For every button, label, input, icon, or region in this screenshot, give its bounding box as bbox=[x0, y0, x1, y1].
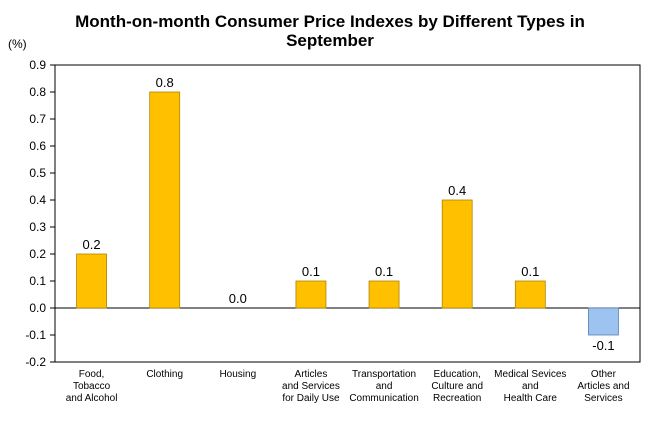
category-label: Other bbox=[591, 369, 617, 380]
y-tick-label: 0.8 bbox=[29, 85, 46, 99]
plot-area-frame bbox=[54, 64, 641, 363]
y-tick-label: 0.7 bbox=[29, 112, 46, 126]
category-label: Recreation bbox=[433, 393, 481, 404]
data-label: 0.8 bbox=[156, 75, 174, 90]
y-tick-label: -0.1 bbox=[25, 328, 46, 342]
data-label: -0.1 bbox=[592, 338, 614, 353]
category-label: Services bbox=[584, 393, 622, 404]
category-label: Tobacco bbox=[73, 381, 111, 392]
bar bbox=[514, 280, 546, 309]
category-label: Articles and bbox=[577, 381, 629, 392]
y-tick-label: 0.9 bbox=[29, 58, 46, 72]
data-label: 0.2 bbox=[83, 237, 101, 252]
y-tick-label: 0.0 bbox=[29, 301, 46, 315]
category-label: Culture and bbox=[431, 381, 483, 392]
bar bbox=[149, 91, 181, 309]
category-label: Housing bbox=[219, 369, 256, 380]
data-labels: 0.2 0.8 0.0 0.1 0.1 0.4 0.1 -0.1 bbox=[83, 75, 615, 353]
chart-title-line-2: September bbox=[286, 31, 374, 50]
y-tick-label: 0.5 bbox=[29, 166, 46, 180]
category-label: Clothing bbox=[146, 369, 183, 380]
category-label: Transportation bbox=[352, 369, 416, 380]
bar bbox=[295, 280, 327, 309]
category-label: Medical Sevices bbox=[494, 369, 566, 380]
category-label: and bbox=[376, 381, 393, 392]
y-tick-label: 0.4 bbox=[29, 193, 46, 207]
category-label: for Daily Use bbox=[282, 393, 340, 404]
y-tick-label: 0.3 bbox=[29, 220, 46, 234]
y-axis: -0.2 -0.1 0.0 0.1 0.2 0.3 0.4 0.5 0.6 0.7 0.8 0.9 bbox=[25, 58, 55, 369]
bar bbox=[588, 307, 619, 336]
data-label: 0.1 bbox=[302, 264, 320, 279]
data-label: 0.4 bbox=[448, 183, 466, 198]
data-label: 0.0 bbox=[229, 291, 247, 306]
y-tick-label: 0.2 bbox=[29, 247, 46, 261]
category-label: Health Care bbox=[504, 393, 558, 404]
y-tick-label: 0.6 bbox=[29, 139, 46, 153]
category-label: Articles bbox=[295, 369, 328, 380]
data-label: 0.1 bbox=[521, 264, 539, 279]
category-label: and bbox=[522, 381, 539, 392]
category-label: and Alcohol bbox=[66, 393, 118, 404]
y-tick-label: -0.2 bbox=[25, 355, 46, 369]
bar bbox=[76, 253, 107, 309]
category-label: Education, bbox=[434, 369, 481, 380]
bar bbox=[441, 199, 473, 309]
chart-title-line-1: Month-on-month Consumer Price Indexes by… bbox=[75, 12, 585, 31]
category-label: and Services bbox=[282, 381, 340, 392]
category-label: Communication bbox=[349, 393, 418, 404]
y-tick-label: 0.1 bbox=[29, 274, 46, 288]
bars bbox=[76, 91, 619, 336]
data-label: 0.1 bbox=[375, 264, 393, 279]
y-axis-unit-label: (%) bbox=[8, 37, 27, 51]
bar bbox=[368, 280, 400, 309]
category-label: Food, bbox=[79, 369, 105, 380]
